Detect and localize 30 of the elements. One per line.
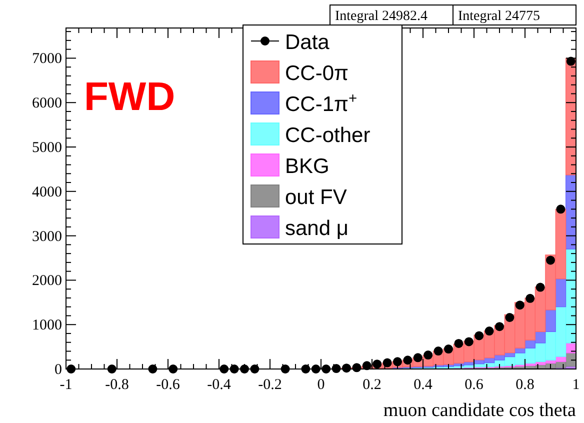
legend-label: BKG	[285, 155, 330, 178]
legend-label: sand μ	[285, 217, 348, 240]
y-tick-label: 4000	[32, 184, 62, 200]
legend-label: CC-0π	[285, 62, 348, 85]
legend-label: out FV	[285, 186, 347, 209]
x-tick-label: -0.6	[156, 377, 180, 393]
x-tick-label: 0.8	[516, 377, 534, 393]
x-tick-label: 0.2	[362, 377, 382, 393]
x-tick-label: -1	[60, 377, 72, 393]
x-tick-label: -0.2	[258, 377, 282, 393]
y-tick-label: 0	[54, 362, 62, 378]
legend-label: CC-other	[285, 124, 370, 147]
x-tick-label: 1	[572, 377, 580, 393]
x-tick-label: 0	[317, 377, 325, 393]
x-tick-label: 0.4	[414, 377, 433, 393]
y-tick-label: 7000	[32, 51, 62, 68]
legend-label: CC-1π$^{+}$	[285, 91, 358, 116]
text: FWD	[84, 75, 176, 119]
x-tick-label: -0.8	[105, 377, 129, 393]
x-tick-label: 0.6	[464, 377, 484, 393]
y-tick-label: 1000	[32, 318, 62, 334]
text: Integral 24982.4	[335, 9, 428, 24]
legend-label: Data	[285, 31, 330, 54]
y-tick-label: 2000	[32, 273, 62, 290]
x-tick-label: -0.4	[207, 377, 232, 393]
y-tick-label: 3000	[32, 228, 62, 245]
y-tick-label: 5000	[32, 140, 62, 156]
y-tick-label: 6000	[32, 96, 62, 112]
text: Integral 24775	[458, 9, 540, 24]
x-axis-title: muon candidate cos theta	[383, 400, 577, 421]
